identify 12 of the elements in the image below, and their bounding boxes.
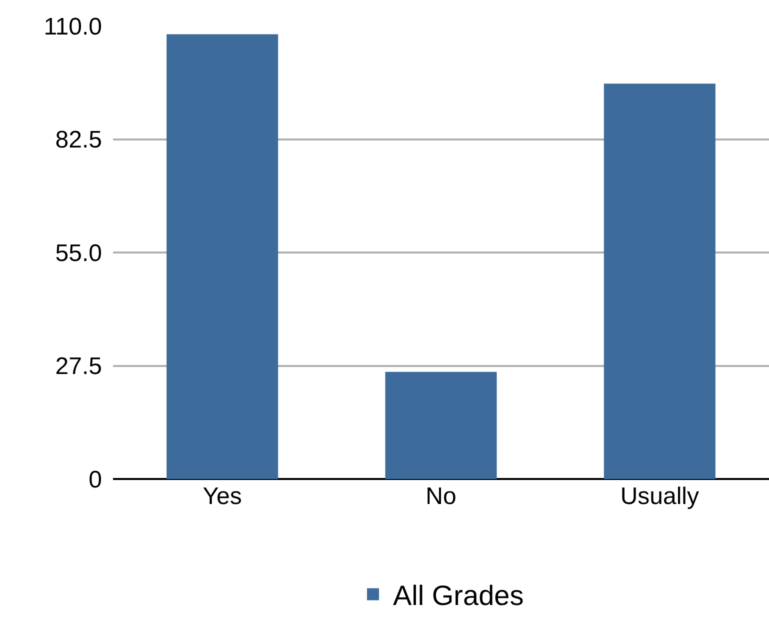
- bar: [385, 372, 497, 479]
- bar: [604, 84, 716, 479]
- bar: [166, 34, 278, 479]
- y-tick-label: 27.5: [55, 353, 102, 380]
- y-tick-label: 0: [88, 466, 102, 494]
- x-tick-label: No: [426, 483, 456, 510]
- legend-label: All Grades: [393, 580, 524, 612]
- x-tick-label: Usually: [620, 483, 700, 510]
- y-tick-label: 55.0: [55, 240, 102, 267]
- y-tick-label: 82.5: [55, 126, 102, 154]
- x-tick-label: Yes: [202, 483, 242, 510]
- y-tick-label: 110.0: [44, 13, 102, 40]
